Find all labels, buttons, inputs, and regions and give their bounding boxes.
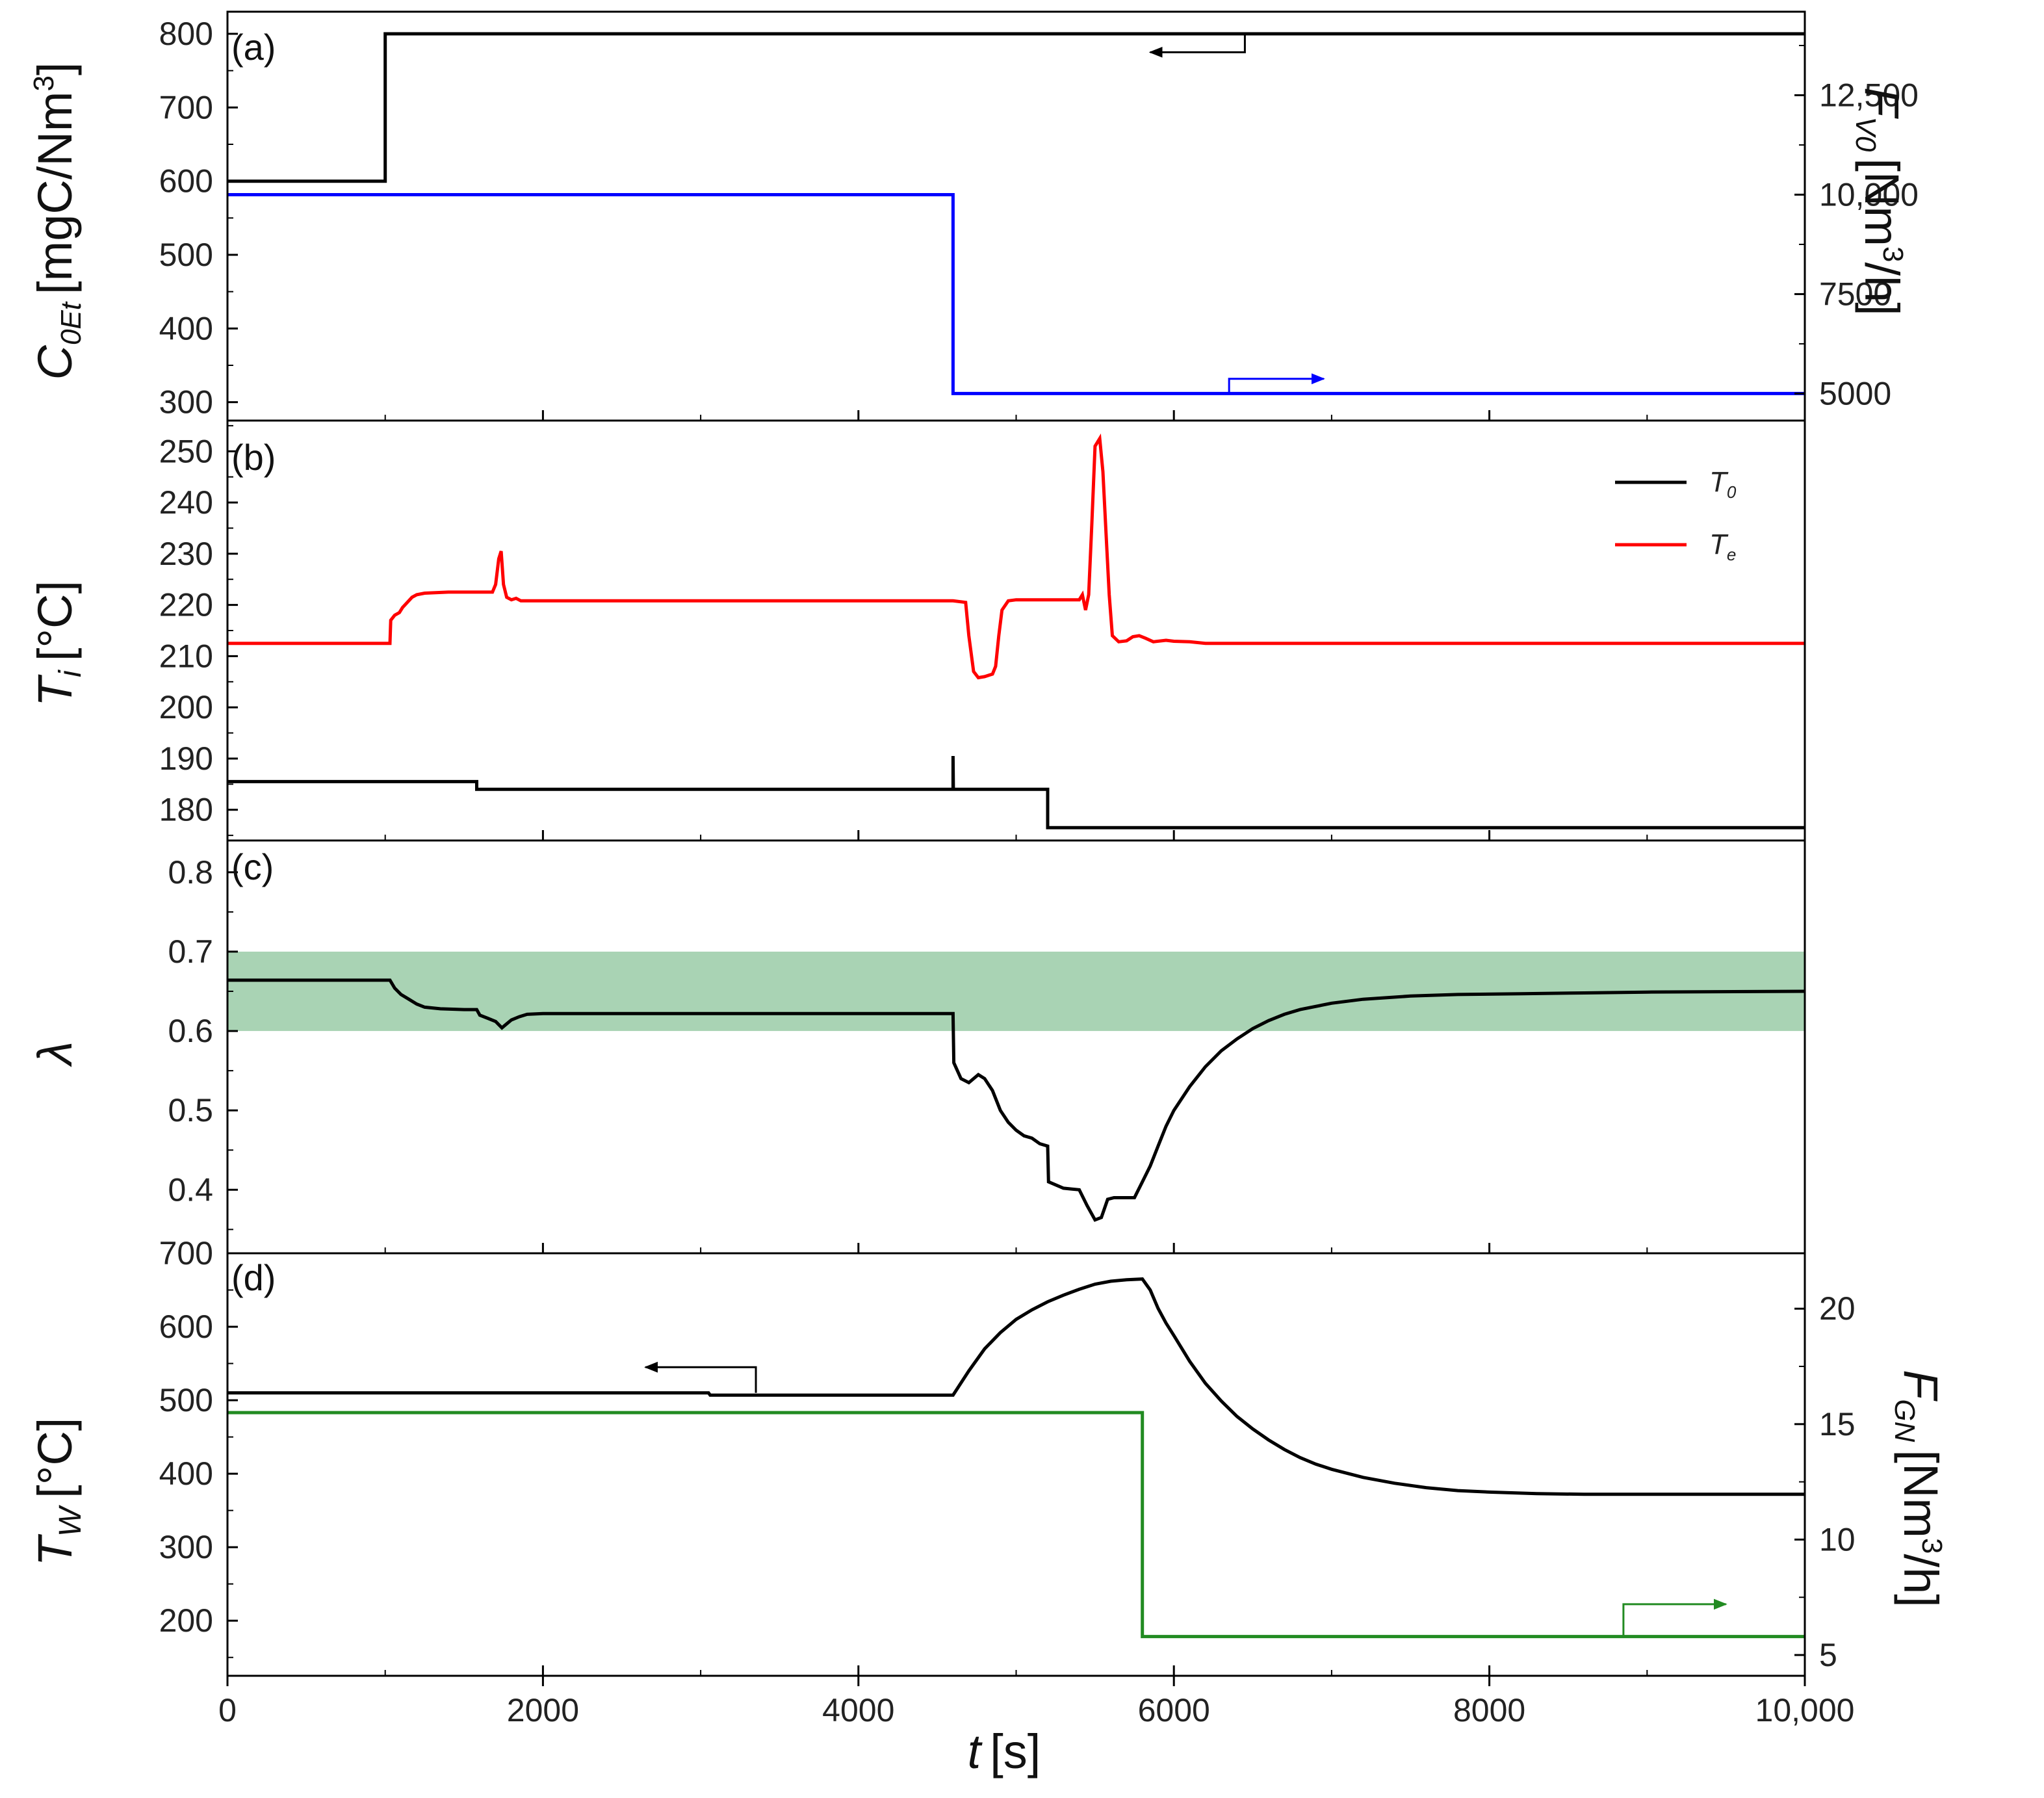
series-TW — [227, 1277, 1805, 1496]
ytick-label-right-d: 15 — [1819, 1406, 1856, 1442]
xtick-label: 0 — [218, 1692, 237, 1728]
ytick-label-left-b: 240 — [159, 484, 213, 521]
ytick-label-left-c: 0.8 — [168, 854, 213, 891]
ytick-label-left-a: 400 — [159, 310, 213, 346]
legend-label-te: Te — [1709, 528, 1736, 564]
series-FV0 — [227, 193, 1805, 395]
ytick-label-right-a: 5000 — [1819, 375, 1891, 411]
ytick-label-right-d: 10 — [1819, 1521, 1856, 1557]
ytick-label-right-a: 10,000 — [1819, 176, 1919, 213]
legend: T0 Te — [1615, 466, 1737, 564]
ytick-label-left-a: 300 — [159, 384, 213, 421]
xlabel: t [s] — [968, 1725, 1041, 1778]
legend-label-t0: T0 — [1709, 466, 1737, 502]
ytick-label-left-b: 220 — [159, 587, 213, 623]
ytick-label-left-c: 0.4 — [168, 1171, 213, 1208]
frame-c — [226, 839, 1806, 1255]
series-T0 — [227, 755, 1805, 829]
ylabel-d-left: TW[°C] — [28, 1418, 88, 1567]
panel-b-label: (b) — [231, 437, 276, 478]
ytick-label-left-d: 600 — [159, 1309, 213, 1345]
panel-a-label: (a) — [231, 27, 276, 68]
panel-c-label: (c) — [231, 846, 274, 887]
series-layer — [227, 32, 1805, 1639]
band-c — [227, 951, 1805, 1032]
series-Te — [227, 433, 1805, 680]
frame-d — [226, 1252, 1806, 1677]
ytick-label-left-c: 0.7 — [168, 933, 213, 970]
ytick-label-left-a: 800 — [159, 16, 213, 52]
series-FGN — [227, 1411, 1805, 1639]
axis-arrow-d-left — [644, 1361, 757, 1393]
ylabel-a-right: FV0[Nm3/h] — [1850, 87, 1909, 315]
xtick-label: 8000 — [1453, 1692, 1525, 1728]
frame-b — [226, 419, 1806, 842]
ytick-label-left-c: 0.6 — [168, 1013, 213, 1049]
ylabel-b-left: Ti[°C] — [28, 580, 88, 707]
xtick-label: 2000 — [507, 1692, 579, 1728]
ytick-label-left-b: 200 — [159, 689, 213, 725]
ytick-label-right-a: 12,500 — [1819, 77, 1919, 113]
ytick-label-left-a: 500 — [159, 237, 213, 273]
ylabel-c-left: λ — [28, 1041, 82, 1067]
xtick-label: 6000 — [1138, 1692, 1210, 1728]
axis-arrow-a-left — [1148, 34, 1246, 58]
ylabel-a-left: C0Et[mgC/Nm3] — [28, 62, 87, 380]
ytick-label-left-b: 230 — [159, 536, 213, 572]
annotation-layer — [644, 34, 1727, 1637]
axis-arrow-d-right — [1622, 1598, 1727, 1637]
ytick-label-left-b: 250 — [159, 433, 213, 469]
series-C0Et — [227, 32, 1805, 183]
ytick-label-left-d: 400 — [159, 1455, 213, 1492]
frame-a — [226, 10, 1806, 422]
tick-layer: 3004005006007008005000750010,00012,50018… — [159, 16, 1919, 1728]
band-layer — [227, 951, 1805, 1032]
xtick-label: 4000 — [822, 1692, 894, 1728]
series-lambda — [227, 978, 1805, 1222]
ytick-label-left-d: 700 — [159, 1235, 213, 1271]
ytick-label-left-d: 200 — [159, 1602, 213, 1639]
ytick-label-left-c: 0.5 — [168, 1092, 213, 1128]
ytick-label-right-d: 20 — [1819, 1290, 1856, 1327]
ytick-label-left-b: 190 — [159, 740, 213, 777]
ytick-label-left-b: 180 — [159, 792, 213, 828]
ytick-label-right-d: 5 — [1819, 1637, 1837, 1673]
ytick-label-left-d: 300 — [159, 1529, 213, 1565]
frame-layer — [226, 10, 1806, 1677]
xtick-label: 10,000 — [1755, 1692, 1855, 1728]
ytick-label-left-a: 700 — [159, 89, 213, 125]
panel-d-label: (d) — [231, 1257, 276, 1298]
ytick-label-left-d: 500 — [159, 1382, 213, 1418]
ytick-label-left-a: 600 — [159, 163, 213, 200]
ytick-label-right-a: 7500 — [1819, 276, 1891, 312]
ytick-label-left-b: 210 — [159, 638, 213, 674]
axis-arrow-a-right — [1228, 373, 1325, 394]
ylabel-d-right: FGN[Nm3/h] — [1889, 1370, 1948, 1608]
